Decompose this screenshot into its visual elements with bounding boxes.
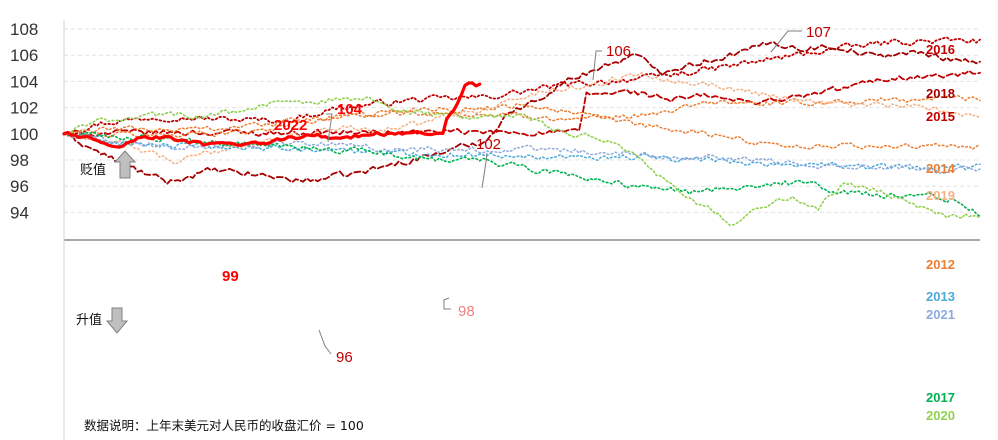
series-line-2019 <box>63 72 981 165</box>
series-line-2016 <box>63 36 981 137</box>
series-line-2018 <box>63 41 981 185</box>
series-label-2015: 2015 <box>926 109 955 124</box>
series-label-2013: 2013 <box>926 289 955 304</box>
series-line-2013 <box>63 133 981 172</box>
depreciation-label: 贬值 <box>80 162 106 178</box>
y-tick-label: 98 <box>10 151 29 170</box>
series-label-2017: 2017 <box>926 390 955 405</box>
y-tick-label: 94 <box>10 203 29 222</box>
series-line-2022 <box>62 81 482 149</box>
series-label-2020: 2020 <box>926 408 955 423</box>
up-arrow-icon <box>113 150 137 179</box>
series-label-2021: 2021 <box>926 307 955 322</box>
leader-line <box>770 30 802 53</box>
gridlines <box>64 28 980 213</box>
annotation-107: 107 <box>806 24 831 41</box>
series-line-2021 <box>63 133 981 175</box>
leader-line <box>326 113 333 143</box>
annotation-106: 106 <box>606 43 631 60</box>
series-label-2018: 2018 <box>926 86 955 101</box>
y-tick-label: 104 <box>10 72 38 91</box>
series-label-2014: 2014 <box>926 161 956 176</box>
y-tick-label: 96 <box>10 177 29 196</box>
series-label-2016: 2016 <box>926 42 955 57</box>
y-tick-label: 108 <box>10 20 38 39</box>
series-line-2012 <box>63 110 981 150</box>
leader-line <box>592 50 602 81</box>
y-axis-ticks: 94 96 98 100 102 104 106 108 <box>10 20 38 222</box>
annotation-104: 104 <box>337 101 363 118</box>
annotation-102: 102 <box>476 136 501 153</box>
annotation-2022: 2022 <box>274 117 307 134</box>
annotation-96: 96 <box>336 349 353 366</box>
series-label-2012: 2012 <box>926 257 955 272</box>
y-tick-label: 100 <box>10 125 38 144</box>
leader-line <box>318 329 332 355</box>
y-tick-label: 102 <box>10 99 38 118</box>
annotations: 2022 104 99 106 107 102 98 96 <box>222 24 831 366</box>
down-arrow-icon <box>105 307 129 334</box>
series-lines <box>62 36 981 226</box>
leader-line <box>481 152 488 189</box>
series-line-2020 <box>63 96 981 226</box>
annotation-99: 99 <box>222 268 239 285</box>
appreciation-label: 升值 <box>76 312 102 328</box>
series-label-2019: 2019 <box>926 188 955 203</box>
annotation-98: 98 <box>458 303 475 320</box>
annotation-leaders <box>318 30 802 355</box>
y-tick-label: 106 <box>10 46 38 65</box>
appreciation-indicator: 升值 <box>76 307 129 334</box>
leader-line <box>443 297 451 310</box>
data-note: 数据说明：上年末美元对人民币的收盘汇价 = 100 <box>84 418 364 433</box>
depreciation-indicator: 贬值 <box>80 150 137 179</box>
series-labels: 2016 2018 2015 2014 2019 2012 2013 2021 2017 2020 <box>926 42 956 423</box>
